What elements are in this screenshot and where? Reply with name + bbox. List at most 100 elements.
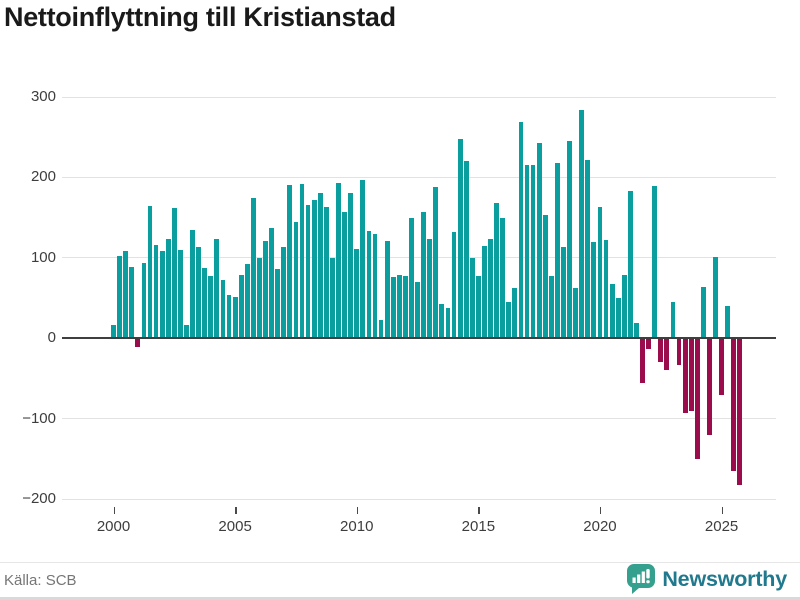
bar-q24 <box>257 257 262 339</box>
bar-q48 <box>402 276 408 339</box>
bar-q17 <box>214 238 220 339</box>
bar-q63 <box>494 203 499 339</box>
bar-q55 <box>445 307 451 339</box>
bar-q39 <box>348 192 354 339</box>
bar-q12 <box>184 324 189 339</box>
bar-q14 <box>196 247 202 339</box>
brand-logo: Newsworthy <box>627 564 787 594</box>
bar-q5 <box>141 262 147 339</box>
bar-q46 <box>390 277 396 339</box>
bar-q13 <box>190 229 195 339</box>
x-tick-label-2025: 2025 <box>704 518 739 535</box>
bar-q56 <box>451 232 457 339</box>
bar-q42 <box>366 231 372 339</box>
bar-q74 <box>561 247 566 339</box>
bar-q19 <box>226 294 232 339</box>
newsworthy-icon <box>627 564 656 594</box>
bar-q30 <box>293 222 299 339</box>
brand-name: Newsworthy <box>662 566 787 591</box>
bar-q72 <box>548 276 554 339</box>
bar-q81 <box>603 240 609 339</box>
bar-q94 <box>682 338 688 413</box>
gridline-100 <box>62 257 776 259</box>
x-tick-label-2010: 2010 <box>340 518 374 535</box>
x-tick-mark <box>478 507 480 514</box>
y-tick-label: 0 <box>47 329 56 347</box>
bar-q37 <box>336 183 341 339</box>
chart-title: Nettoinflyttning till Kristianstad <box>4 2 396 32</box>
y-tick-label: 200 <box>30 168 56 186</box>
x-tick-label-2020: 2020 <box>583 518 617 535</box>
x-tick-label-2005: 2005 <box>218 518 252 535</box>
footer-divider <box>0 562 800 563</box>
bar-q25 <box>263 240 268 339</box>
x-tick-mark <box>113 507 115 514</box>
bar-q11 <box>177 249 183 339</box>
x-tick-mark <box>356 507 359 514</box>
bar-q66 <box>512 287 518 339</box>
bar-q57 <box>457 138 463 339</box>
bar-q54 <box>439 303 445 339</box>
bar-q38 <box>342 211 347 339</box>
bar-q99 <box>713 256 718 339</box>
bar-q49 <box>409 217 414 339</box>
bar-q75 <box>567 141 572 339</box>
x-tick-mark <box>599 507 602 514</box>
y-tick-label: 100 <box>30 248 56 266</box>
bar-q41 <box>360 179 366 339</box>
bar-q9 <box>165 238 171 339</box>
bar-q31 <box>299 183 305 339</box>
bar-q97 <box>700 286 706 339</box>
bar-q70 <box>536 142 542 339</box>
bar-q87 <box>640 338 645 384</box>
bar-q1 <box>117 256 122 339</box>
bar-q95 <box>688 338 694 411</box>
bar-q8 <box>159 250 165 339</box>
bar-q84 <box>621 274 627 339</box>
plot-area <box>62 96 776 500</box>
bar-q2 <box>123 250 129 339</box>
bar-q103 <box>737 338 743 485</box>
bar-q7 <box>153 244 159 339</box>
bar-q45 <box>384 240 390 339</box>
bar-q100 <box>719 338 724 396</box>
bar-q58 <box>463 160 469 339</box>
bar-q20 <box>232 297 238 339</box>
x-tick-mark <box>235 507 237 514</box>
gridline-−200 <box>62 498 776 500</box>
bar-q67 <box>518 121 524 339</box>
bar-q35 <box>323 207 329 339</box>
bar-q15 <box>202 268 208 339</box>
bar-q86 <box>634 322 639 339</box>
bar-q3 <box>129 266 135 339</box>
bar-q77 <box>579 109 585 339</box>
bar-q36 <box>330 257 335 339</box>
bar-q71 <box>542 215 548 339</box>
bar-q62 <box>488 239 493 339</box>
bar-q78 <box>585 159 591 339</box>
bar-q79 <box>591 241 597 339</box>
bar-q27 <box>275 269 281 339</box>
x-tick-label-2000: 2000 <box>96 518 131 535</box>
gridline-300 <box>62 96 776 98</box>
bar-q50 <box>415 281 420 339</box>
bar-q93 <box>676 338 682 365</box>
bar-q22 <box>244 264 250 339</box>
bar-q28 <box>281 247 287 339</box>
bar-q76 <box>573 288 579 339</box>
bar-q32 <box>305 204 311 339</box>
bar-q16 <box>208 276 214 339</box>
gridline-200 <box>62 176 776 178</box>
bar-q33 <box>311 199 317 339</box>
bar-q83 <box>615 298 621 339</box>
gridline-−100 <box>62 418 776 420</box>
bar-q73 <box>555 162 560 339</box>
bar-q44 <box>378 319 384 339</box>
bar-q101 <box>725 306 731 339</box>
bar-q53 <box>433 187 439 339</box>
bar-q91 <box>664 338 670 370</box>
y-tick-label: −200 <box>22 490 56 507</box>
bar-q59 <box>469 257 475 339</box>
bar-q89 <box>652 186 658 339</box>
